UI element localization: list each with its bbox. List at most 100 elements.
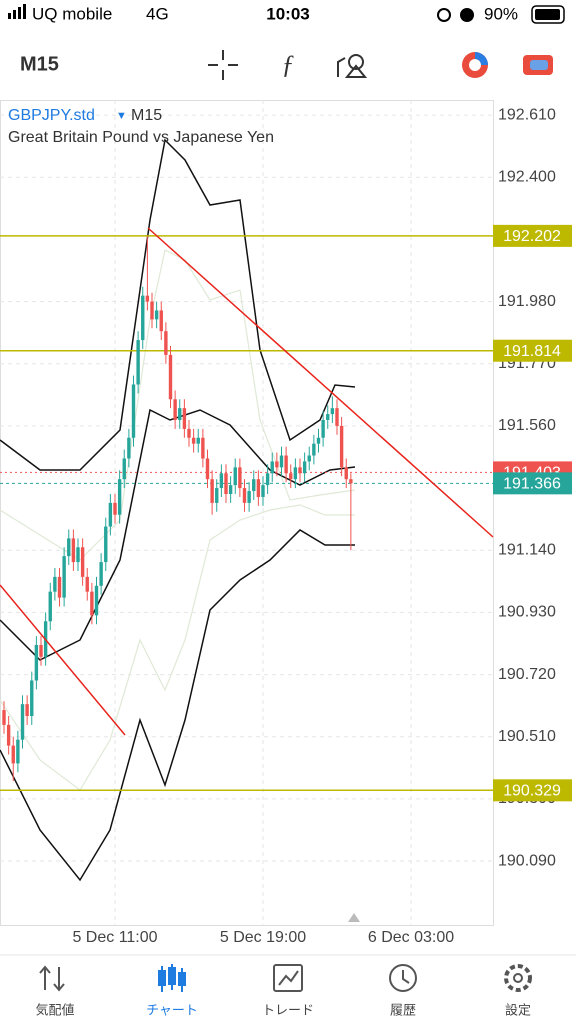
candle-body: [154, 310, 159, 320]
candle-body: [335, 408, 339, 426]
chart-frame: [0, 100, 494, 926]
candle-body: [16, 739, 20, 764]
bollinger-bands: [0, 138, 356, 882]
candle-body: [279, 455, 284, 468]
candle-body: [99, 562, 103, 586]
objects-button[interactable]: [337, 54, 368, 78]
candle-body: [316, 437, 321, 444]
candle-body: [2, 710, 6, 725]
candle-body: [117, 479, 122, 515]
x-tick-label: 5 Dec 19:00: [220, 929, 306, 946]
y-tick-label: 190.090: [498, 852, 556, 869]
quotes-icon: [39, 965, 65, 992]
symbol[interactable]: GBPJPY.std: [8, 107, 95, 124]
trade-icon: [273, 964, 303, 992]
trade-button[interactable]: [462, 52, 488, 78]
candle-body: [247, 491, 251, 503]
candle-body: [182, 408, 187, 429]
candle-body: [187, 428, 191, 438]
symbol-description: Great Britain Pound vs Japanese Yen: [8, 129, 274, 146]
candle-body: [25, 704, 29, 717]
x-tick-label: 5 Dec 11:00: [72, 929, 157, 946]
candle-body: [108, 502, 113, 527]
candle-body: [173, 399, 177, 420]
crosshair-button[interactable]: [208, 50, 238, 80]
indicators-button[interactable]: ƒ: [282, 50, 295, 79]
candle-body: [131, 384, 136, 438]
grid: [0, 100, 493, 925]
y-tick-label: 191.140: [498, 541, 556, 558]
level-label: 192.202: [503, 228, 561, 245]
settings-icon: [504, 964, 532, 992]
price-labels: 192.610192.400191.980191.770191.560191.1…: [72, 106, 572, 946]
bottom-nav: 気配値 チャート トレード 履歴 設定: [35, 1002, 531, 1017]
candle-body: [265, 473, 270, 486]
candle-body: [53, 576, 57, 592]
timeframe-button[interactable]: M15: [20, 53, 59, 75]
candle-body: [224, 473, 228, 494]
candle-body: [141, 295, 145, 341]
bid-label-box: [493, 472, 572, 495]
network: 4G: [146, 4, 169, 23]
clock: 10:03: [266, 4, 309, 23]
candle-body: [168, 354, 173, 400]
account-button[interactable]: [523, 55, 553, 75]
candle-body: [127, 437, 131, 459]
nav-label[interactable]: 設定: [505, 1002, 531, 1017]
y-tick-label: 190.510: [498, 728, 556, 745]
candle-body: [344, 467, 348, 480]
candle-body: [39, 644, 43, 657]
candle-body: [219, 473, 224, 489]
candle-body: [196, 437, 200, 444]
candle-body: [339, 425, 344, 468]
nav-label[interactable]: チャート: [146, 1002, 198, 1017]
x-tick-label: 6 Dec 03:00: [368, 929, 454, 946]
candle-body: [242, 488, 247, 503]
candle-body: [34, 644, 39, 681]
level-label-box: [493, 339, 572, 362]
candle-body: [71, 538, 76, 563]
candle-body: [210, 479, 214, 503]
candle-body: [85, 576, 89, 592]
candle-body: [164, 331, 168, 355]
candles: [2, 236, 353, 782]
candle-body: [30, 680, 34, 717]
nav-label[interactable]: 気配値: [35, 1002, 74, 1017]
shift-marker: [348, 913, 360, 922]
y-tick-label: 192.400: [498, 168, 556, 185]
candle-body: [20, 704, 25, 740]
candle-body: [94, 585, 99, 616]
candle-body: [62, 556, 66, 598]
candle-body: [321, 419, 325, 438]
nav-label[interactable]: トレード: [262, 1002, 314, 1017]
trend-line: [147, 227, 494, 538]
chart-icon: [158, 964, 186, 992]
candle-body: [289, 473, 293, 480]
candle-body: [136, 340, 140, 385]
nav-label[interactable]: 履歴: [390, 1002, 416, 1017]
level-label-box: [493, 224, 572, 247]
symbol-dropdown[interactable]: ▼: [116, 110, 127, 122]
history-icon: [389, 964, 417, 992]
candle-body: [326, 414, 330, 420]
candle-body: [293, 467, 298, 480]
levels: [0, 235, 493, 792]
candle-body: [191, 437, 196, 444]
level-label-box: [493, 779, 572, 802]
candle-body: [312, 443, 316, 456]
candle-body: [113, 502, 117, 515]
candle-body: [80, 547, 85, 577]
candle-body: [330, 408, 335, 415]
candle-body: [275, 461, 279, 468]
y-tick-label: 191.560: [498, 417, 556, 434]
y-tick-label: 192.610: [498, 106, 556, 123]
bid-label: 191.366: [503, 476, 561, 493]
carrier: UQ mobile: [32, 4, 112, 23]
candle-body: [284, 455, 288, 474]
chart-timeframe: M15: [131, 107, 162, 124]
candle-body: [349, 479, 353, 484]
candle-body: [11, 745, 15, 764]
